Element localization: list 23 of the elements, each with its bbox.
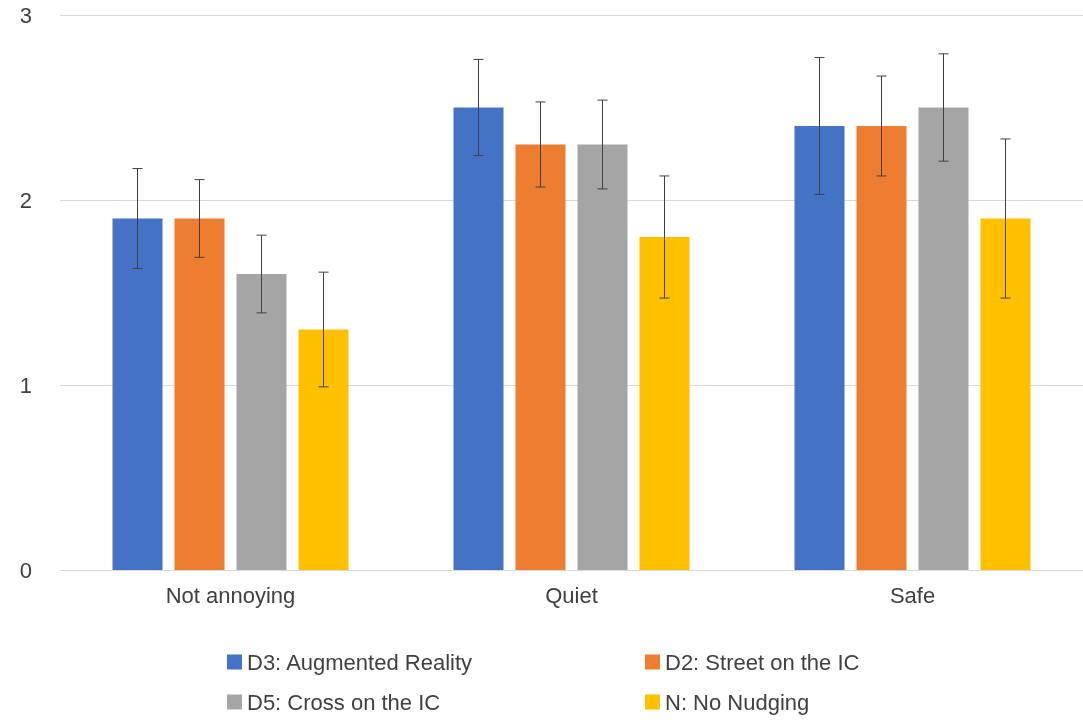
y-tick-label: 0: [19, 557, 32, 583]
bar: [918, 107, 969, 570]
legend-label: N: No Nudging: [665, 689, 810, 715]
bar: [515, 144, 566, 570]
bar: [639, 237, 690, 570]
y-tick-label: 1: [19, 372, 32, 398]
x-tick-label: Not annoying: [165, 582, 296, 608]
bar: [856, 126, 907, 570]
y-tick-label: 2: [19, 187, 32, 213]
x-tick-label: Safe: [889, 582, 936, 608]
bar: [453, 107, 504, 570]
legend-label: D3: Augmented Reality: [247, 649, 473, 675]
bar: [980, 218, 1031, 570]
bar: [236, 274, 287, 570]
bar: [112, 218, 163, 570]
bar: [174, 218, 225, 570]
x-tick-label: Quiet: [545, 582, 598, 608]
legend-label: D5: Cross on the IC: [247, 689, 441, 715]
legend-label: D2: Street on the IC: [665, 649, 860, 675]
bar: [577, 144, 628, 570]
bar: [298, 329, 349, 570]
y-tick-label: 3: [19, 2, 32, 28]
bar: [794, 126, 845, 570]
